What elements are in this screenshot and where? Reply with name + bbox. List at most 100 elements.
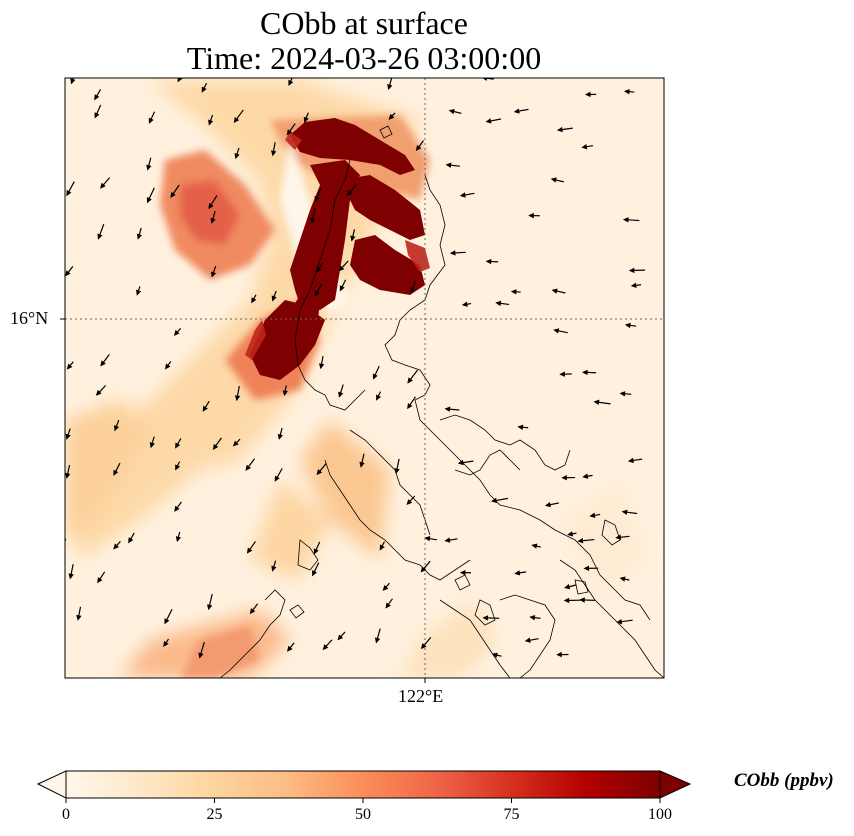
map-frame [64,77,665,679]
wind-arrow-head [410,287,416,294]
wind-arrow-head [66,363,73,370]
wind-arrow-head [65,400,66,402]
wind-arrow-head [277,433,283,440]
wind-arrow-head [482,615,489,621]
wind-arrow-head [174,505,180,512]
colorbar-tick-label: 25 [206,806,223,823]
title-line-2: Time: 2024-03-26 03:00:00 [186,40,542,76]
wind-arrow-head [528,212,534,219]
wind-arrow-head [198,652,204,659]
wind-arrow-head [514,570,521,576]
wind-arrow-head [66,190,72,197]
wind-arrow-head [584,91,591,98]
wind-arrow-head [461,301,468,307]
wind-arrow-head [623,88,630,95]
wind-arrow-head [146,164,152,171]
coastlines [219,125,664,678]
wind-arrow-head [531,543,538,549]
wind-arrow-head [407,377,413,384]
wind-arrow-head [624,322,631,329]
colorbar-tick-label: 50 [355,806,371,823]
wind-arrow-head [553,328,560,334]
wind-arrow-head [407,403,413,410]
wind-arrow-head [271,295,277,302]
wind-arrow-head [350,235,356,242]
wind-arrow-head [313,548,319,555]
concentration-field-high [250,118,425,380]
wind-arrow-head [563,597,570,604]
wind-arrow-head [175,442,181,449]
wind-arrow [65,395,66,397]
wind-arrow-head [582,473,589,479]
concentration-field-edge [245,132,430,360]
wind-arrow-head [202,405,208,412]
wind-arrow-head [529,614,536,621]
wind-arrow-head [510,289,517,295]
wind-arrow-head [234,395,241,402]
wind-arrow-head [318,363,325,370]
wind-arrow-head [485,258,492,265]
wind-arrow-head [567,531,574,537]
wind-arrow-head [385,602,391,609]
wind-arrow-head [271,565,277,572]
wind-arrow-head [630,282,637,289]
wind-arrow-head [177,78,183,83]
wind-arrow-head [581,143,588,150]
colorbar-extend-low [36,770,67,799]
wind-arrow-head [148,117,154,124]
wind-arrow-head [97,233,103,240]
wind-arrow-head [286,645,293,652]
wind-arrow-head [136,233,142,240]
wind-arrow-head [149,442,155,449]
wind-arrow-head [210,217,216,224]
wind-arrow-head [628,267,635,274]
wind-arrow-head [561,474,567,481]
wind-arrow-head [388,113,395,120]
wind-arrow-head [338,391,344,398]
wind-arrow-head [113,469,119,476]
wind-arrow-head [249,608,256,615]
wind-arrow-head [245,464,251,471]
wind-arrow-head [556,651,562,658]
wind-arrow-head [495,300,502,307]
wind-arrow-head [619,576,626,582]
wind-arrow-head [372,373,378,380]
wind-arrow-head [65,472,71,479]
wind-arrow-head [94,112,100,119]
wind-arrow-head [589,512,596,519]
colorbar-gradient [65,770,661,799]
wind-arrow-head [551,288,558,294]
wind-arrow-head [100,360,106,367]
wind-arrow-head [303,116,309,123]
wind-arrow-head [175,536,182,543]
wind-arrow-head [97,577,103,584]
wind-arrow-head [550,177,557,183]
latitude-label: 16°N [10,308,49,328]
wind-arrow-head [70,78,76,85]
wind-arrow-head [615,534,622,540]
wind-arrow-head [491,497,498,504]
wind-arrow-head [170,191,176,199]
wind-arrow-head [310,217,316,224]
wind-arrow-head [282,390,288,397]
wind-arrow-head [68,573,74,580]
wind-arrow-head [201,86,207,93]
colorbar [36,770,692,803]
wind-arrow-head [113,543,119,550]
wind-arrow-head [459,192,466,198]
wind-arrow-head [210,271,217,278]
wind-arrow-head [582,369,588,376]
wind-arrow-head [163,640,169,648]
wind-arrow-head [394,468,400,475]
wind-arrow-head [65,433,71,440]
wind-arrow-head [445,162,452,168]
wind-arrow-head [164,618,170,625]
wind-arrow-head [316,469,323,476]
wind-arrow-head [346,190,353,197]
wind-arrow-head [95,389,102,396]
wind-arrow-head [387,84,393,91]
wind-arrow-head [270,150,277,157]
wind-arrow-head [622,217,629,223]
wind-arrow-head [559,371,565,377]
